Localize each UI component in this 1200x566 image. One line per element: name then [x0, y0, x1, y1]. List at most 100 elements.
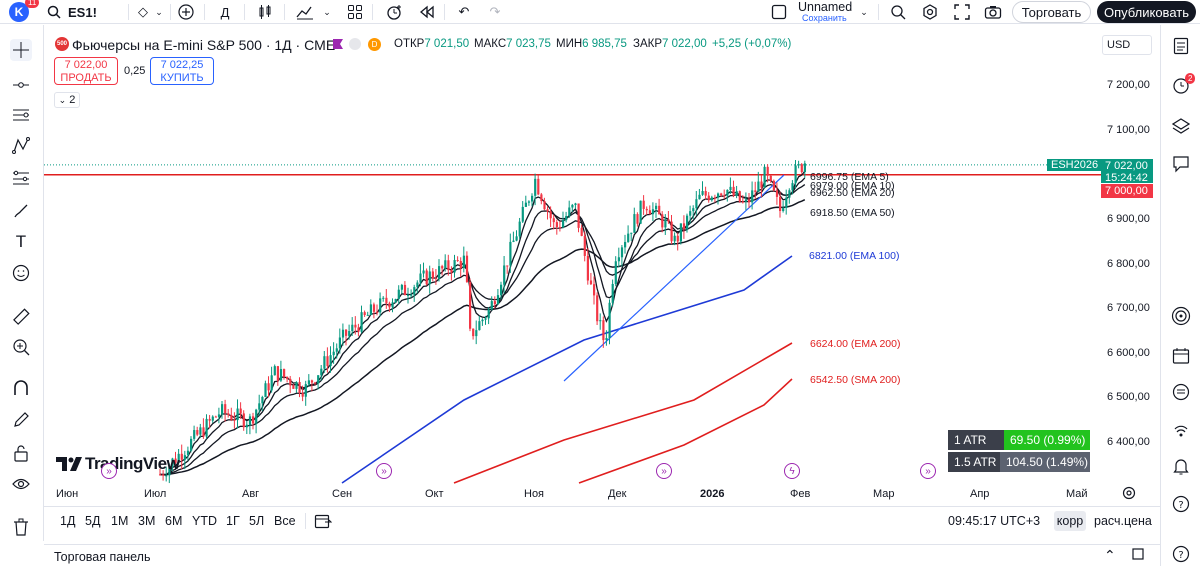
candle-body [692, 208, 695, 212]
buy-button[interactable]: 7 022,25 КУПИТЬ [150, 57, 214, 85]
user-avatar[interactable]: K [9, 2, 29, 22]
range-6m[interactable]: 6М [165, 514, 183, 528]
chevron-down-icon[interactable]: ⌄ [323, 6, 331, 17]
help-circle-icon[interactable]: ? [1170, 543, 1192, 565]
settings-gear-icon[interactable] [920, 0, 940, 24]
candles-icon[interactable] [255, 0, 275, 24]
layout-save-link[interactable]: Сохранить [802, 13, 847, 23]
price-chart[interactable] [44, 25, 1160, 505]
signal-icon[interactable] [1170, 420, 1192, 442]
candle-body [317, 375, 320, 384]
buy-price: 7 022,25 [160, 59, 204, 71]
trading-panel-title[interactable]: Торговая панель [54, 550, 151, 564]
layers-icon[interactable] [1170, 115, 1192, 137]
range-all[interactable]: Все [274, 514, 296, 528]
candle-body [227, 413, 230, 416]
candle-body [679, 223, 682, 242]
forecast-icon[interactable] [10, 167, 32, 189]
symbol-search[interactable]: ES1! [68, 4, 97, 20]
eye-icon[interactable] [10, 473, 32, 495]
alert-clock-icon[interactable] [384, 0, 404, 24]
range-5y[interactable]: 5Л [249, 514, 265, 528]
layout-name[interactable]: Unnamed [798, 0, 853, 14]
text-tool-icon[interactable]: T [15, 232, 27, 251]
ruler-icon[interactable] [10, 306, 32, 328]
event-marker-icon[interactable]: » [920, 463, 936, 479]
x-tick: Авг [242, 488, 260, 500]
layout-checkbox-icon[interactable] [770, 0, 788, 24]
undo-icon[interactable]: ↶ [458, 4, 470, 19]
replay-icon[interactable] [417, 0, 437, 24]
search-icon[interactable] [46, 0, 62, 24]
range-3m[interactable]: 3М [138, 514, 156, 528]
candle-body [748, 199, 751, 203]
event-marker-icon[interactable]: » [656, 463, 672, 479]
candle-body [382, 297, 385, 299]
lock-icon[interactable] [10, 442, 32, 464]
pencil-lock-icon[interactable] [10, 409, 32, 431]
candle-body [403, 284, 407, 296]
maximize-icon[interactable] [1132, 548, 1144, 560]
candle-body [310, 380, 314, 383]
layout-grid-icon[interactable] [345, 0, 365, 24]
range-1d[interactable]: 1Д [60, 514, 76, 528]
chat-icon[interactable] [1170, 153, 1192, 175]
crosshair-icon[interactable] [10, 39, 32, 61]
range-1y[interactable]: 1Г [226, 514, 240, 528]
emoji-icon[interactable] [10, 262, 32, 284]
notes-icon[interactable] [1170, 381, 1192, 403]
candle-body [493, 301, 496, 305]
chevron-up-icon[interactable]: ⌃ [1104, 547, 1116, 563]
trend-line-icon[interactable] [10, 74, 32, 96]
chevron-down-icon[interactable]: ⌄ [155, 6, 163, 17]
quick-search-icon[interactable] [888, 0, 908, 24]
target-icon[interactable] [1170, 305, 1192, 327]
range-1m[interactable]: 1М [111, 514, 129, 528]
brush-icon[interactable] [10, 200, 32, 222]
event-marker-icon[interactable]: » [376, 463, 392, 479]
diamond-icon[interactable]: ◇ [138, 4, 148, 19]
sell-button[interactable]: 7 022,00 ПРОДАТЬ [54, 57, 118, 85]
candle-body [583, 235, 586, 256]
watchlist-icon[interactable] [1170, 35, 1192, 57]
redo-icon[interactable]: ↷ [489, 4, 501, 19]
candle-body [543, 201, 546, 210]
magnet-icon[interactable] [10, 377, 32, 399]
alerts-clock-icon[interactable] [1170, 75, 1192, 97]
camera-icon[interactable] [983, 0, 1003, 24]
ohlc-close: ЗАКР7 022,00 [633, 38, 707, 50]
symbol-title[interactable]: Фьючерсы на E-mini S&P 500 · 1Д · CME [72, 37, 336, 53]
range-ytd[interactable]: YTD [192, 514, 217, 528]
bell-icon[interactable] [1170, 455, 1192, 477]
currency-selector[interactable]: USD [1102, 35, 1152, 55]
indicators-toggle[interactable]: ⌄ 2 [54, 92, 80, 108]
trade-button[interactable]: Торговать [1012, 1, 1091, 23]
candle-body [651, 209, 655, 215]
event-marker-icon[interactable]: » [101, 463, 117, 479]
interval-button[interactable]: Д [220, 4, 230, 20]
pattern-icon[interactable] [10, 135, 32, 157]
avatar-letter: K [14, 5, 24, 19]
date-range-icon[interactable] [314, 513, 333, 529]
calendar-icon[interactable] [1170, 345, 1192, 367]
candle-body [769, 175, 772, 181]
y-tick: 7 200,00 [1107, 79, 1150, 91]
fib-lines-icon[interactable] [10, 105, 32, 127]
clock-timezone[interactable]: 09:45:17 UTC+3 [948, 514, 1041, 528]
chevron-down-icon[interactable]: ⌄ [860, 6, 868, 17]
fullscreen-icon[interactable] [952, 0, 972, 24]
flag-icon[interactable] [333, 39, 343, 49]
axis-settings-icon[interactable] [1122, 486, 1136, 500]
candle-body [775, 190, 779, 197]
add-symbol-icon[interactable] [176, 0, 196, 24]
range-5d[interactable]: 5Д [85, 514, 101, 528]
zoom-in-icon[interactable] [10, 336, 32, 358]
adjust-toggle[interactable]: корр [1054, 511, 1086, 531]
publish-button[interactable]: Опубликовать [1097, 1, 1196, 23]
event-marker-icon[interactable]: ϟ [784, 463, 800, 479]
ema20-label: 6962.50 (EMA 20) [810, 187, 895, 199]
trash-icon[interactable] [10, 516, 32, 538]
settlement-toggle[interactable]: расч.цена [1094, 514, 1152, 528]
indicators-icon[interactable] [295, 0, 315, 24]
help-icon[interactable]: ? [1170, 493, 1192, 515]
